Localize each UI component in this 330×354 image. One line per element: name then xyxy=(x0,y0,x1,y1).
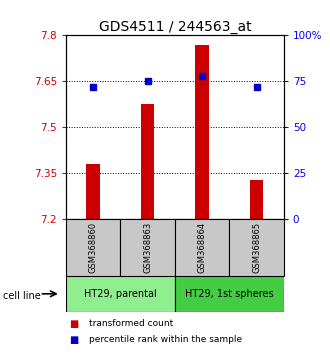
Bar xyxy=(66,276,175,312)
Title: GDS4511 / 244563_at: GDS4511 / 244563_at xyxy=(99,21,251,34)
Text: GSM368863: GSM368863 xyxy=(143,222,152,273)
Text: ■: ■ xyxy=(69,335,79,345)
Bar xyxy=(229,219,284,276)
Text: percentile rank within the sample: percentile rank within the sample xyxy=(89,335,242,344)
Bar xyxy=(141,104,154,219)
Bar xyxy=(175,219,229,276)
Bar xyxy=(120,219,175,276)
Bar xyxy=(250,179,263,219)
Text: ■: ■ xyxy=(69,319,79,329)
Bar xyxy=(86,164,100,219)
Text: GSM368864: GSM368864 xyxy=(198,222,207,273)
Bar xyxy=(195,45,209,219)
Text: GSM368865: GSM368865 xyxy=(252,222,261,273)
Text: transformed count: transformed count xyxy=(89,319,173,329)
Bar xyxy=(66,219,120,276)
Bar xyxy=(175,276,284,312)
Text: HT29, 1st spheres: HT29, 1st spheres xyxy=(185,289,274,299)
Text: HT29, parental: HT29, parental xyxy=(84,289,157,299)
Text: cell line: cell line xyxy=(3,291,41,301)
Text: GSM368860: GSM368860 xyxy=(89,222,98,273)
